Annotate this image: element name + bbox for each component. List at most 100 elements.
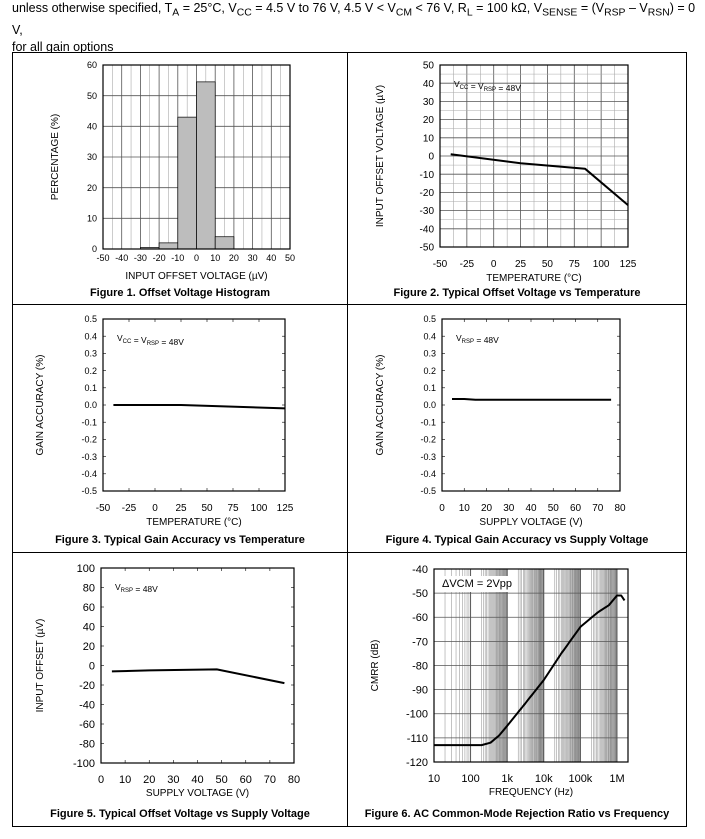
y-axis-label: INPUT OFFSET (µV) (35, 619, 46, 713)
x-tick-label: 30 (503, 503, 515, 514)
y-tick-label: -40 (79, 699, 95, 711)
x-tick-label: 25 (175, 503, 187, 514)
x-tick-label: 10 (428, 773, 440, 785)
x-tick-label: -20 (153, 253, 166, 263)
y-tick-label: 10 (87, 214, 97, 224)
annotation-background (439, 576, 516, 592)
x-axis-label: INPUT OFFSET VOLTAGE (µV) (125, 271, 267, 282)
figure-1-panel: 0 10 20 30 40 50 60 -50 -40 -30 -20 -10 0 10 20 30 40 50 I… (12, 52, 348, 305)
y-tick-label: -70 (412, 636, 428, 648)
histogram-bar (214, 236, 235, 250)
data-series-line (113, 404, 286, 410)
y-axis-label: CMRR (dB) (370, 640, 381, 692)
y-tick-label: -110 (407, 733, 428, 745)
histogram-bar (196, 81, 216, 250)
conditions-line-2: for all gain options (12, 39, 114, 54)
annotation-text: = 48V (133, 584, 158, 594)
x-axis-label: FREQUENCY (Hz) (489, 787, 573, 798)
x-tick-label: 100k (568, 773, 592, 785)
x-tick-label: -50 (96, 253, 109, 263)
cond-sub: RSN (647, 7, 670, 19)
x-axis-label: TEMPERATURE (°C) (146, 517, 241, 528)
y-tick-label: -20 (79, 680, 95, 692)
y-tick-label: -0.4 (420, 469, 436, 479)
annotation-subscript: RSP (484, 87, 496, 93)
y-axis-label: GAIN ACCURACY (%) (35, 355, 46, 456)
data-series-line (450, 153, 629, 206)
y-tick-label: 0.5 (84, 314, 97, 324)
x-tick-label: 1k (501, 773, 513, 785)
figure-6-caption: Figure 6. AC Common-Mode Rejection Ratio… (364, 808, 670, 820)
x-tick-label: 70 (264, 774, 276, 786)
annotation-text: V (454, 79, 460, 89)
annotation-subscript: CC (460, 85, 469, 91)
y-tick-label: -100 (406, 709, 428, 721)
cond-sub: SENSE (542, 7, 578, 19)
y-tick-label: 20 (423, 115, 435, 126)
cond-sub: CM (395, 7, 413, 19)
x-tick-label: -25 (460, 259, 475, 270)
y-tick-label: -40 (412, 564, 428, 576)
x-tick-label: 80 (614, 503, 626, 514)
histogram-bar (158, 242, 179, 250)
y-tick-label: 0.5 (423, 314, 436, 324)
annotation-text: ΔVCM = 2Vpp (442, 578, 512, 590)
y-tick-label: 40 (423, 79, 435, 90)
y-tick-label: -90 (412, 685, 428, 697)
y-tick-label: -0.1 (81, 417, 97, 427)
annotation-text: V (115, 582, 121, 592)
y-tick-label: 0.4 (84, 331, 97, 341)
figure-2-panel: -50 -40 -30 -20 -10 0 10 20 30 40 50 -50 -25 0 25 50 75 1… (347, 52, 687, 305)
y-tick-label: -60 (412, 612, 428, 624)
y-tick-label: 0 (428, 152, 434, 163)
y-axis-label: INPUT OFFSET VOLTAGE (µV) (375, 85, 386, 227)
x-tick-label: 0 (491, 259, 497, 270)
y-tick-label: -0.5 (420, 486, 436, 496)
x-tick-label: 20 (481, 503, 493, 514)
y-tick-label: 30 (423, 97, 435, 108)
figure-3-caption: Figure 3. Typical Gain Accuracy vs Tempe… (55, 534, 305, 546)
y-tick-label: 40 (87, 122, 97, 132)
x-tick-label: 0 (98, 774, 104, 786)
y-tick-label: 40 (83, 621, 95, 633)
x-tick-label: 100 (461, 773, 479, 785)
x-tick-label: 50 (285, 253, 295, 263)
y-tick-label: -60 (79, 719, 95, 731)
plot-frame (102, 64, 291, 250)
y-tick-label: 20 (87, 183, 97, 193)
y-tick-label: 0.3 (423, 349, 436, 359)
y-tick-label: 0.4 (423, 331, 436, 341)
y-tick-label: 0 (92, 244, 97, 254)
y-tick-label: 0.1 (423, 383, 436, 393)
x-tick-label: 1M (609, 773, 624, 785)
x-tick-label: 10k (535, 773, 553, 785)
cond-text: – V (625, 1, 648, 15)
x-axis-label: SUPPLY VOLTAGE (V) (146, 788, 249, 799)
x-axis-label: TEMPERATURE (°C) (486, 273, 581, 284)
y-tick-label: -20 (420, 188, 435, 199)
annotation-text: V (117, 333, 123, 343)
y-tick-label: 30 (87, 152, 97, 162)
x-tick-label: 10 (459, 503, 471, 514)
x-tick-label: -40 (115, 253, 128, 263)
annotation-text: = V (468, 81, 484, 91)
chart-annotation: VRSP = 48V (456, 333, 499, 345)
x-tick-label: 20 (143, 774, 155, 786)
cond-sub: RSP (604, 7, 626, 19)
data-series-line (111, 668, 285, 685)
x-tick-label: -25 (122, 503, 137, 514)
x-tick-label: 50 (548, 503, 560, 514)
y-tick-label: 50 (423, 61, 435, 72)
y-tick-label: 0 (89, 660, 95, 672)
x-tick-label: 0 (152, 503, 158, 514)
y-tick-label: 0.2 (84, 366, 97, 376)
x-tick-label: 70 (592, 503, 604, 514)
y-tick-label: 80 (83, 582, 95, 594)
plot-area (442, 319, 620, 491)
y-tick-label: 60 (87, 60, 97, 70)
x-tick-label: -50 (96, 503, 111, 514)
conditions-line-1: unless otherwise specified, TA = 25°C, V… (12, 0, 702, 39)
x-tick-label: 30 (167, 774, 179, 786)
cond-sub: L (466, 7, 473, 19)
x-tick-label: 0 (439, 503, 445, 514)
